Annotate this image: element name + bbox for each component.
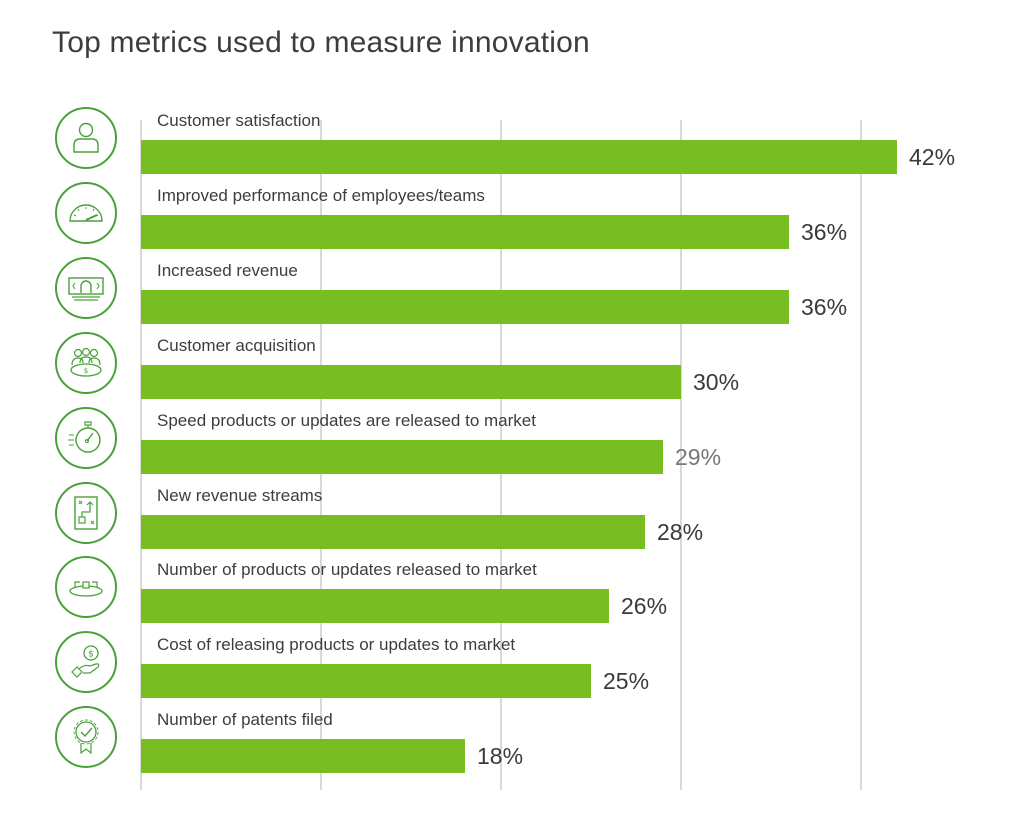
category-label: Cost of releasing products or updates to… [157, 635, 516, 655]
value-label: 18% [477, 743, 524, 770]
value-label: 28% [657, 518, 704, 545]
svg-text:$: $ [88, 650, 94, 660]
bar [141, 214, 789, 249]
value-label: 42% [909, 144, 956, 170]
hand-coin-icon: $ [55, 631, 117, 694]
bar-row: Number of products or updates released t… [0, 556, 1024, 631]
category-label: Customer acquisition [157, 335, 316, 355]
bar [141, 514, 645, 549]
svg-text:$: $ [84, 367, 88, 375]
category-label: Speed products or updates are released t… [157, 410, 536, 430]
bar-row: Customer satisfaction 42% [0, 107, 1024, 182]
value-label: 36% [801, 218, 848, 245]
chart-title: Top metrics used to measure innovation [52, 26, 590, 59]
bar-row: Improved performance of employees/teams 3… [0, 181, 1024, 257]
bar-row: Number of patents filed 18% [0, 706, 1024, 781]
bar [141, 589, 609, 624]
strategy-map-icon [55, 481, 117, 544]
value-label: 29% [675, 443, 722, 470]
gridline-40 [860, 120, 862, 790]
value-label: 30% [693, 368, 740, 395]
category-label: Customer satisfaction [157, 111, 321, 130]
category-label: New revenue streams [157, 485, 323, 505]
gridline-0 [140, 120, 142, 790]
value-label: 25% [603, 668, 650, 695]
gridline-30 [680, 120, 682, 790]
bar [141, 739, 465, 774]
bar [141, 664, 591, 699]
bar-row: $ Customer acquisition 30% [0, 331, 1024, 407]
bar [141, 439, 663, 474]
meeting-table-icon: $ [55, 331, 117, 394]
banknote-icon [55, 256, 117, 319]
award-badge-icon [55, 706, 117, 769]
bar-row: Speed products or updates are released t… [0, 406, 1024, 482]
bar [141, 289, 789, 324]
category-label: Improved performance of employees/teams [157, 185, 485, 205]
bar [141, 364, 681, 399]
person-icon [55, 107, 117, 169]
bar-row: New revenue streams 28% [0, 481, 1024, 557]
bar-row: $ Cost of releasing products or updates t… [0, 631, 1024, 706]
bar [141, 140, 897, 174]
workflow-icon [55, 556, 117, 619]
category-label: Number of patents filed [157, 710, 333, 730]
category-label: Increased revenue [157, 260, 298, 280]
value-label: 26% [621, 593, 668, 620]
speedometer-icon [55, 181, 117, 244]
category-label: Number of products or updates released t… [157, 560, 537, 580]
stopwatch-icon [55, 406, 117, 469]
value-label: 36% [801, 293, 848, 320]
bar-row: Increased revenue 36% [0, 256, 1024, 332]
